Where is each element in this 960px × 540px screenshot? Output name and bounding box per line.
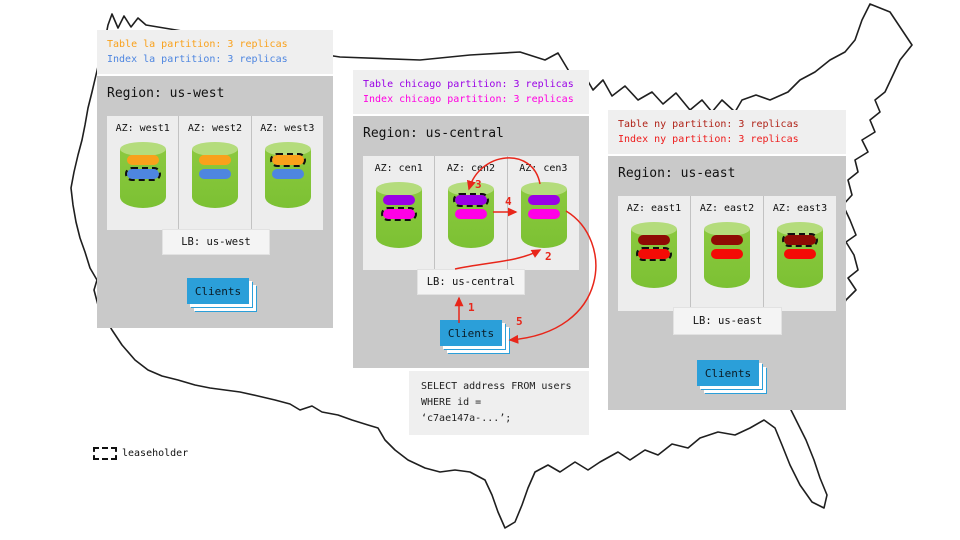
- cylinder-top: [704, 222, 750, 236]
- arrow-number-2: 2: [545, 250, 552, 263]
- az-column-west1: AZ: west1: [107, 116, 178, 230]
- database-cylinder: [120, 142, 166, 208]
- arrow-number-5: 5: [516, 315, 523, 328]
- sql-line-2: WHERE id = ‘c7ae147a-...’;: [421, 397, 512, 424]
- region-title: Region: us-east: [618, 166, 736, 181]
- load-balancer: LB: us-west: [162, 229, 270, 255]
- clients-box: Clients: [697, 360, 759, 386]
- az-label: AZ: cen3: [519, 163, 568, 174]
- table-partition-stripe: [782, 233, 818, 247]
- index-partition-note: Index chicago partition: 3 replicas: [363, 94, 574, 105]
- az-label: AZ: cen1: [374, 163, 423, 174]
- region-panel-us-west: Region: us-west AZ: west1 AZ: west2 AZ: …: [97, 76, 333, 328]
- load-balancer: LB: us-east: [673, 307, 782, 335]
- az-label: AZ: west3: [260, 123, 315, 134]
- load-balancer: LB: us-central: [417, 269, 525, 295]
- database-cylinder: [448, 182, 495, 248]
- index-partition-note: Index ny partition: 3 replicas: [618, 134, 799, 145]
- cylinder-top: [120, 142, 166, 156]
- arrow-number-3: 3: [475, 178, 482, 191]
- clients-box: Clients: [187, 278, 249, 304]
- table-partition-note: Table la partition: 3 replicas: [107, 39, 288, 50]
- az-label: AZ: west2: [187, 123, 243, 134]
- index-partition-stripe: [381, 207, 417, 221]
- index-partition-stripe: [271, 169, 304, 179]
- arrow-number-4: 4: [505, 195, 512, 208]
- database-cylinder: [264, 142, 311, 208]
- table-partition-stripe: [453, 193, 490, 207]
- cylinder-top: [777, 222, 823, 236]
- partition-note-us-central: Table chicago partition: 3 replicas Inde…: [353, 70, 589, 114]
- cylinder-top: [376, 182, 422, 196]
- database-cylinder: [631, 222, 677, 288]
- index-partition-stripe: [199, 169, 232, 179]
- cylinder-top: [192, 142, 239, 156]
- index-partition-note: Index la partition: 3 replicas: [107, 54, 288, 65]
- database-cylinder: [704, 222, 750, 288]
- az-label: AZ: east3: [772, 203, 828, 214]
- database-cylinder: [520, 182, 567, 248]
- az-label: AZ: east2: [699, 203, 755, 214]
- az-label: AZ: east1: [626, 203, 682, 214]
- index-partition-stripe: [636, 247, 672, 261]
- sql-query: SELECT address FROM users WHERE id = ‘c7…: [409, 371, 589, 435]
- database-cylinder: [777, 222, 823, 288]
- table-partition-stripe: [269, 153, 306, 167]
- az-container: AZ: east1 AZ: east2 AZ: east3: [618, 196, 836, 311]
- legend-label: leaseholder: [122, 448, 189, 459]
- index-partition-stripe: [784, 249, 816, 259]
- az-column-cen3: AZ: cen3: [506, 156, 579, 270]
- partition-note-us-east: Table ny partition: 3 replicas Index ny …: [608, 110, 846, 154]
- sql-line-1: SELECT address FROM users: [421, 381, 572, 392]
- database-cylinder: [376, 182, 422, 248]
- az-column-east3: AZ: east3: [763, 196, 836, 311]
- az-label: AZ: cen2: [446, 163, 496, 174]
- table-partition-stripe: [383, 195, 415, 205]
- cylinder-top: [631, 222, 677, 236]
- cylinder-top: [264, 142, 311, 156]
- table-partition-stripe: [199, 155, 232, 165]
- leaseholder-swatch: [93, 447, 117, 460]
- region-panel-us-central: Region: us-central AZ: cen1 AZ: cen2 AZ:…: [353, 116, 589, 368]
- index-partition-stripe: [455, 209, 488, 219]
- az-container: AZ: west1 AZ: west2 AZ: west3: [107, 116, 323, 230]
- az-column-east1: AZ: east1: [618, 196, 690, 311]
- table-partition-stripe: [527, 195, 560, 205]
- az-column-cen2: AZ: cen2: [434, 156, 506, 270]
- partition-note-us-west: Table la partition: 3 replicas Index la …: [97, 30, 333, 74]
- table-partition-stripe: [638, 235, 670, 245]
- cylinder-top: [448, 182, 495, 196]
- database-cylinder: [192, 142, 239, 208]
- index-partition-stripe: [711, 249, 743, 259]
- table-partition-note: Table chicago partition: 3 replicas: [363, 79, 574, 90]
- arrow-number-1: 1: [468, 301, 475, 314]
- az-column-east2: AZ: east2: [690, 196, 763, 311]
- region-panel-us-east: Region: us-east AZ: east1 AZ: east2 AZ: …: [608, 156, 846, 410]
- az-column-cen1: AZ: cen1: [363, 156, 434, 270]
- cylinder-top: [520, 182, 567, 196]
- legend: leaseholder: [93, 447, 189, 460]
- region-title: Region: us-west: [107, 86, 225, 101]
- az-label: AZ: west1: [115, 123, 170, 134]
- index-partition-stripe: [125, 167, 161, 181]
- az-column-west2: AZ: west2: [178, 116, 250, 230]
- region-title: Region: us-central: [363, 126, 504, 141]
- table-partition-note: Table ny partition: 3 replicas: [618, 119, 799, 130]
- table-partition-stripe: [711, 235, 743, 245]
- clients-box: Clients: [440, 320, 502, 346]
- table-partition-stripe: [127, 155, 159, 165]
- az-column-west3: AZ: west3: [250, 116, 323, 230]
- index-partition-stripe: [527, 209, 560, 219]
